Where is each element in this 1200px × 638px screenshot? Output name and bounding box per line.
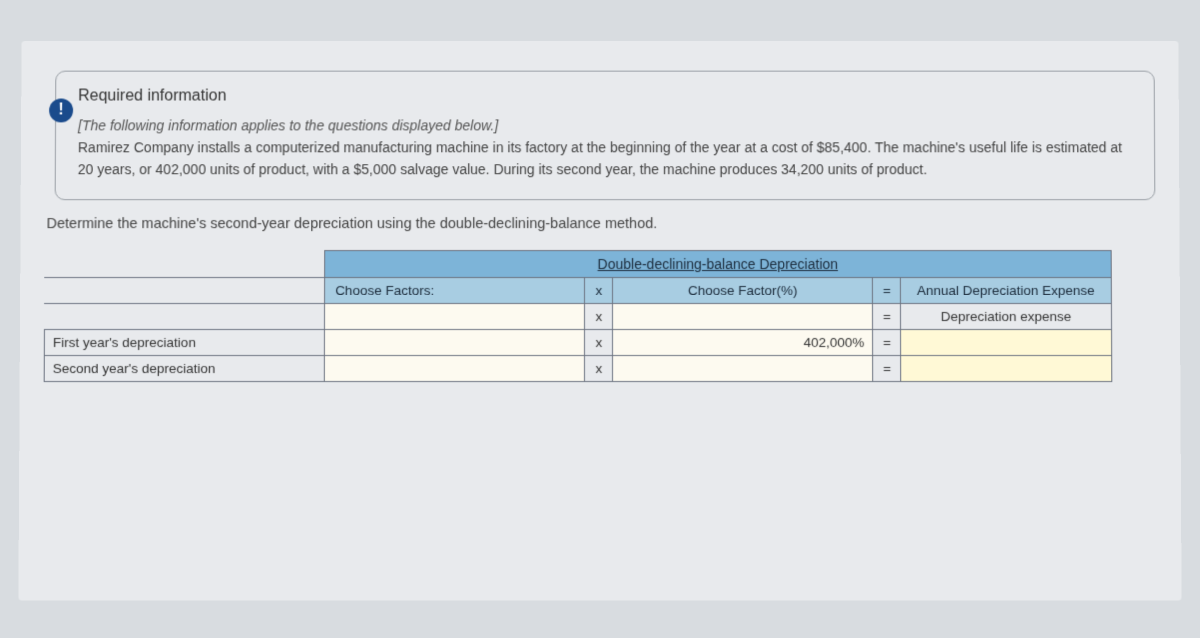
first-annual-cell[interactable] bbox=[901, 329, 1111, 355]
empty-corner bbox=[45, 250, 325, 277]
second-annual-cell[interactable] bbox=[901, 355, 1111, 381]
first-factors-input[interactable] bbox=[325, 329, 585, 355]
required-info-box: Required information [The following info… bbox=[55, 71, 1156, 200]
info-box-title: Required information bbox=[78, 88, 1132, 106]
sub-factors-cell[interactable] bbox=[325, 303, 585, 329]
alert-icon: ! bbox=[49, 99, 73, 123]
second-times: x bbox=[585, 355, 613, 381]
hdr-annual: Annual Depreciation Expense bbox=[901, 277, 1111, 303]
first-equals: = bbox=[873, 329, 901, 355]
sub-annual-label: Depreciation expense bbox=[901, 303, 1111, 329]
second-factors-input[interactable] bbox=[324, 355, 584, 381]
second-factor-pct-input[interactable] bbox=[613, 355, 873, 381]
row-label-first: First year's depreciation bbox=[44, 329, 324, 355]
question-page: ! Required information [The following in… bbox=[18, 41, 1181, 601]
sub-times: x bbox=[585, 303, 613, 329]
empty-cell bbox=[44, 303, 324, 329]
second-equals: = bbox=[873, 355, 901, 381]
hdr-equals: = bbox=[873, 277, 901, 303]
sub-equals: = bbox=[873, 303, 901, 329]
info-box-body: Ramirez Company installs a computerized … bbox=[78, 136, 1133, 181]
depreciation-table: Double-declining-balance Depreciation Ch… bbox=[44, 250, 1112, 382]
alert-icon-glyph: ! bbox=[58, 101, 63, 119]
sub-factor-pct-cell[interactable] bbox=[613, 303, 873, 329]
row-label-second: Second year's depreciation bbox=[44, 355, 324, 381]
table-title: Double-declining-balance Depreciation bbox=[325, 250, 1111, 277]
first-times: x bbox=[585, 329, 613, 355]
first-factor-pct-input[interactable]: 402,000% bbox=[613, 329, 873, 355]
empty-cell bbox=[45, 277, 325, 303]
info-box-lead: [The following information applies to th… bbox=[78, 115, 1132, 136]
question-prompt: Determine the machine's second-year depr… bbox=[46, 216, 1155, 232]
hdr-times: x bbox=[585, 277, 613, 303]
hdr-factors: Choose Factors: bbox=[325, 277, 585, 303]
hdr-factor-pct: Choose Factor(%) bbox=[613, 277, 873, 303]
